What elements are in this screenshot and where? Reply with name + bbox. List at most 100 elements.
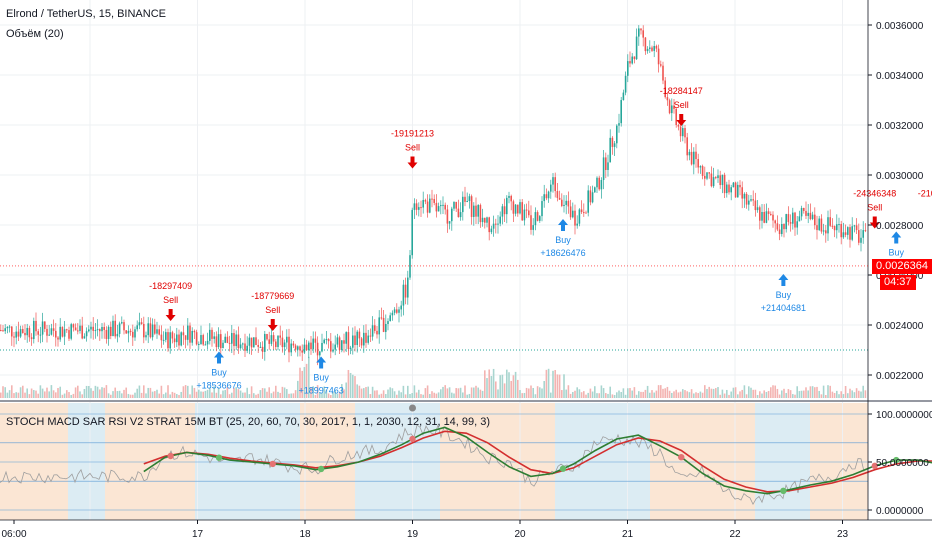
volume-bar: [270, 393, 273, 398]
volume-indicator-label: Объём (20): [6, 28, 64, 40]
time-tick-label: 20: [514, 529, 526, 540]
volume-bar: [495, 381, 497, 398]
volume-bar: [385, 394, 387, 398]
candle-body: [50, 328, 53, 335]
candle-body: [178, 334, 180, 346]
volume-bar: [811, 386, 814, 398]
candle-body: [831, 225, 834, 227]
volume-bar: [132, 394, 134, 398]
volume-bar: [481, 390, 484, 398]
candle-body: [510, 195, 512, 202]
candle-body: [495, 223, 497, 225]
buy-signal-amount: +18536676: [196, 381, 241, 391]
volume-bar: [349, 372, 352, 398]
volume-bar: [325, 389, 328, 398]
candle-body: [519, 202, 521, 214]
volume-bar: [288, 393, 290, 398]
candle-body: [118, 323, 121, 334]
volume-bar: [563, 374, 565, 398]
volume-bar: [772, 385, 774, 398]
candle-body: [4, 328, 6, 332]
candle-body: [74, 327, 77, 331]
candle-body: [176, 334, 178, 343]
candle-body: [506, 197, 508, 215]
candle-body: [55, 330, 57, 338]
candle-body: [479, 205, 482, 223]
candle-body: [778, 229, 781, 235]
volume-bar: [299, 367, 301, 398]
volume-bar: [35, 390, 37, 398]
grid: [0, 0, 932, 520]
volume-bar: [622, 388, 625, 398]
candle-body: [160, 334, 163, 341]
volume-bar: [433, 392, 435, 398]
volume-bar: [695, 392, 697, 398]
volume-bar: [127, 393, 130, 398]
candle-body: [849, 227, 851, 240]
volume-bar: [789, 390, 792, 398]
volume-bar: [422, 394, 424, 398]
candle-body: [41, 321, 44, 335]
volume-bar: [409, 393, 411, 398]
volume-bar: [402, 385, 405, 398]
volume-bar: [143, 385, 145, 398]
volume-bar: [398, 390, 400, 398]
candle-body: [730, 187, 732, 193]
volume-bar: [600, 385, 603, 398]
volume-bar: [261, 388, 264, 398]
volume-bar: [770, 387, 772, 398]
volume-bar: [765, 391, 768, 398]
candle-body: [26, 327, 28, 336]
volume-bar: [404, 394, 407, 398]
candle-body: [11, 326, 13, 337]
volume-bar: [162, 394, 165, 398]
candle-body: [466, 201, 468, 203]
candle-body: [279, 335, 281, 338]
volume-bar: [136, 388, 138, 398]
volume-bar: [820, 394, 823, 398]
volume-bar: [508, 372, 510, 398]
volume-bar: [303, 367, 306, 398]
candle-body: [745, 193, 748, 205]
candle-body: [420, 207, 422, 209]
volume-bar: [356, 384, 358, 398]
candle-body: [776, 223, 779, 230]
sell-cross-dot: [409, 435, 416, 443]
candle-body: [772, 214, 774, 221]
volume-bar: [365, 387, 367, 398]
candle-body: [618, 123, 620, 126]
volume-bar: [156, 389, 158, 398]
candle-body: [712, 177, 715, 187]
candle-body: [270, 335, 273, 344]
candle-body: [158, 329, 160, 335]
candle-body: [664, 80, 666, 98]
price-tick-label: 0.0030000: [876, 171, 924, 182]
candle-body: [374, 325, 376, 331]
volume-bar: [26, 388, 28, 398]
candle-body: [695, 151, 697, 160]
candle-body: [180, 332, 182, 346]
volume-bar: [466, 394, 468, 398]
strategy-band: [68, 403, 105, 520]
sell-cross-dot: [871, 462, 878, 470]
candle-body: [572, 210, 574, 218]
volume-bar: [512, 375, 515, 398]
volume-bar: [616, 392, 618, 398]
candle-body: [145, 335, 147, 338]
candle-body: [649, 47, 651, 49]
indicator-lines: [0, 423, 932, 506]
candle-body: [8, 326, 11, 328]
candle-body: [418, 207, 420, 210]
volume-bar: [829, 385, 831, 398]
volume-bar: [4, 387, 6, 398]
candle-body: [2, 330, 4, 332]
candle-body: [602, 157, 605, 181]
volume-bar: [345, 382, 347, 398]
volume-bar: [81, 394, 83, 398]
candle-body: [591, 192, 594, 203]
volume-bar: [140, 392, 143, 398]
candle-body: [127, 330, 130, 334]
candle-body: [253, 337, 255, 348]
volume-bar: [822, 385, 825, 398]
